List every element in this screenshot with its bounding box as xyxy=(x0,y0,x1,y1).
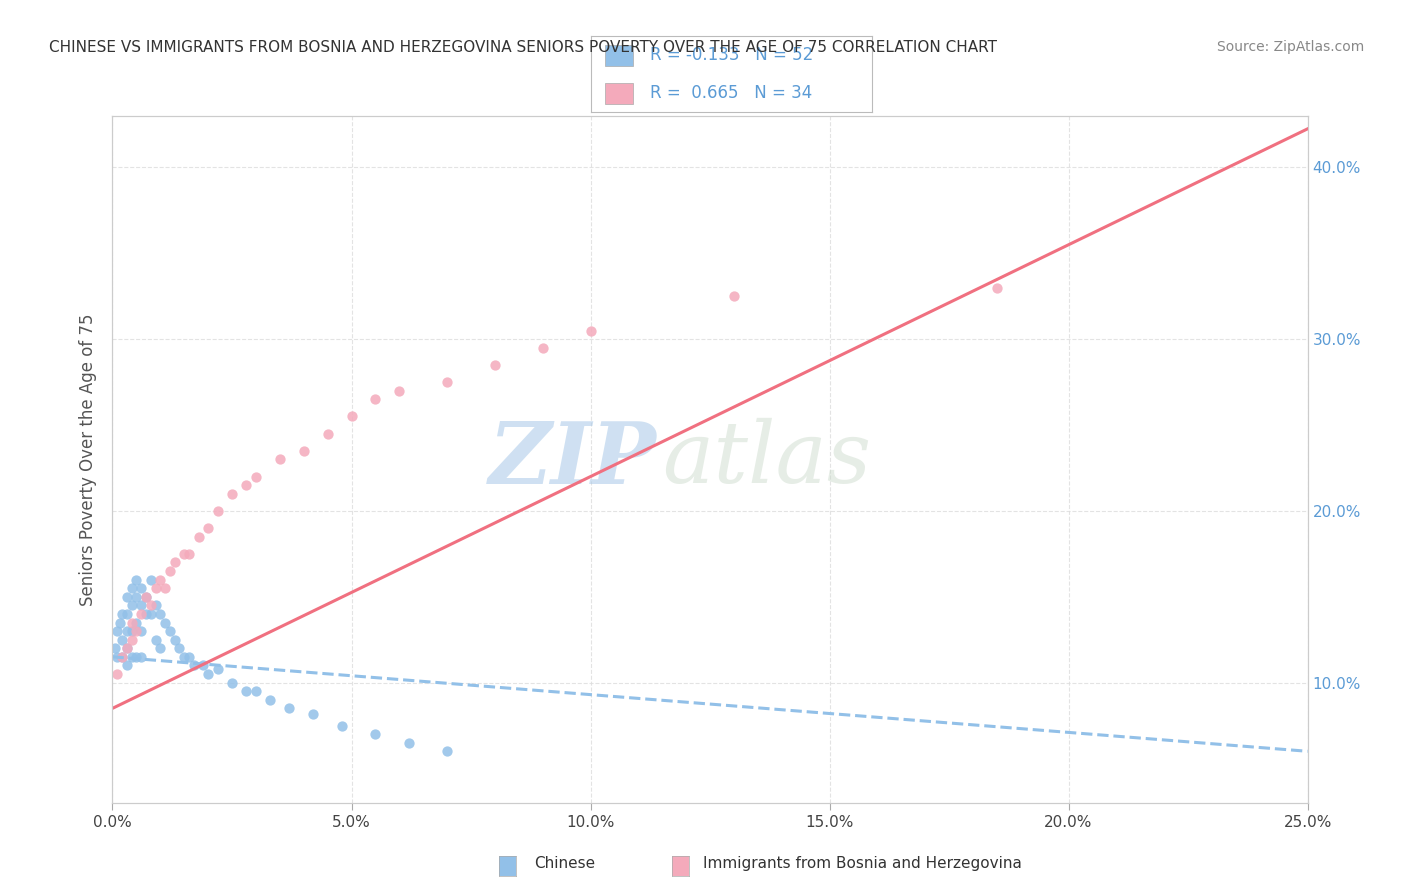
Point xyxy=(235,478,257,492)
Point xyxy=(115,624,138,639)
Point xyxy=(121,649,143,664)
Point xyxy=(579,324,602,338)
Point xyxy=(531,341,554,355)
Bar xyxy=(605,83,633,104)
Point xyxy=(221,675,243,690)
Point xyxy=(125,624,148,639)
Text: atlas: atlas xyxy=(662,418,872,500)
Point xyxy=(269,452,291,467)
Point xyxy=(129,624,152,639)
Point xyxy=(105,624,128,639)
Point xyxy=(153,581,176,595)
Point xyxy=(111,649,134,664)
Point xyxy=(104,641,127,656)
Point xyxy=(723,289,745,303)
Point xyxy=(193,658,215,673)
Point xyxy=(105,667,128,681)
Point xyxy=(121,581,143,595)
Point xyxy=(364,392,387,407)
Point xyxy=(111,632,134,647)
Text: Source: ZipAtlas.com: Source: ZipAtlas.com xyxy=(1216,40,1364,54)
Point xyxy=(121,599,143,613)
Point xyxy=(125,573,148,587)
Point xyxy=(115,658,138,673)
Point xyxy=(986,280,1008,294)
Point xyxy=(139,573,162,587)
Point xyxy=(135,590,157,604)
Point xyxy=(278,701,301,715)
Point xyxy=(221,487,243,501)
Point xyxy=(207,662,229,676)
Point xyxy=(115,607,138,621)
Point xyxy=(139,607,162,621)
Point xyxy=(121,615,143,630)
Point xyxy=(125,615,148,630)
Point xyxy=(340,409,363,424)
Point xyxy=(259,692,281,706)
Bar xyxy=(605,45,633,66)
Point xyxy=(125,649,148,664)
Point xyxy=(121,632,143,647)
Text: R = -0.133   N = 52: R = -0.133 N = 52 xyxy=(650,46,813,64)
Text: R =  0.665   N = 34: R = 0.665 N = 34 xyxy=(650,85,811,103)
Point xyxy=(135,590,157,604)
Point xyxy=(129,607,152,621)
Point xyxy=(145,632,167,647)
Point xyxy=(302,706,325,721)
Point xyxy=(129,599,152,613)
Point xyxy=(125,590,148,604)
Point xyxy=(207,504,229,518)
Text: CHINESE VS IMMIGRANTS FROM BOSNIA AND HERZEGOVINA SENIORS POVERTY OVER THE AGE O: CHINESE VS IMMIGRANTS FROM BOSNIA AND HE… xyxy=(49,40,997,55)
Point xyxy=(436,375,458,389)
Point xyxy=(121,624,143,639)
Point xyxy=(108,615,131,630)
Point xyxy=(159,624,181,639)
Point xyxy=(177,547,200,561)
Text: Chinese: Chinese xyxy=(534,856,595,871)
Point xyxy=(149,641,172,656)
Point xyxy=(145,599,167,613)
Point xyxy=(245,684,267,698)
Point xyxy=(316,426,339,441)
Point xyxy=(105,649,128,664)
Point xyxy=(398,736,420,750)
Point xyxy=(436,744,458,758)
Point xyxy=(163,555,186,570)
Point xyxy=(245,469,267,483)
Point xyxy=(364,727,387,741)
Point xyxy=(111,649,134,664)
Point xyxy=(197,667,219,681)
Point xyxy=(159,564,181,578)
Point xyxy=(177,649,200,664)
Point xyxy=(139,599,162,613)
Point xyxy=(388,384,411,398)
Point xyxy=(129,581,152,595)
Point xyxy=(149,573,172,587)
Point xyxy=(292,443,315,458)
Point xyxy=(115,590,138,604)
Point xyxy=(484,358,506,372)
Point xyxy=(235,684,257,698)
Point xyxy=(173,649,195,664)
Point xyxy=(187,530,209,544)
Point xyxy=(129,649,152,664)
Point xyxy=(149,607,172,621)
Point xyxy=(330,718,353,732)
Point xyxy=(173,547,195,561)
Text: ZIP: ZIP xyxy=(488,417,657,501)
Point xyxy=(115,641,138,656)
Point xyxy=(115,641,138,656)
Point xyxy=(111,607,134,621)
Point xyxy=(183,658,205,673)
Point xyxy=(169,641,191,656)
Point xyxy=(163,632,186,647)
Point xyxy=(153,615,176,630)
Point xyxy=(197,521,219,535)
Text: Immigrants from Bosnia and Herzegovina: Immigrants from Bosnia and Herzegovina xyxy=(703,856,1022,871)
Y-axis label: Seniors Poverty Over the Age of 75: Seniors Poverty Over the Age of 75 xyxy=(79,313,97,606)
Point xyxy=(135,607,157,621)
Point xyxy=(145,581,167,595)
